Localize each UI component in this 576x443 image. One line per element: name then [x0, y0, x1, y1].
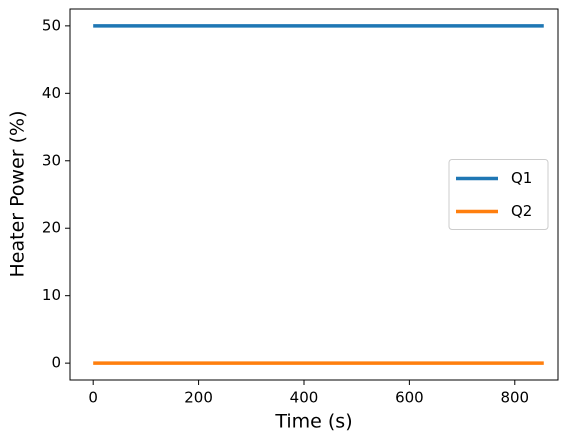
legend-label: Q2	[511, 202, 532, 220]
legend: Q1 Q2	[448, 159, 549, 230]
y-tick-label: 50	[42, 16, 61, 34]
legend-box	[448, 159, 549, 230]
y-tick-label: 10	[42, 286, 61, 304]
y-tick-label: 20	[42, 219, 61, 237]
y-tick-label: 0	[51, 354, 61, 372]
x-tick-label: 400	[290, 389, 319, 407]
y-tick-label: 40	[42, 84, 61, 102]
x-tick-label: 600	[395, 389, 424, 407]
x-tick-label: 800	[500, 389, 529, 407]
y-axis-label: Heater Power (%)	[7, 111, 29, 278]
legend-label: Q1	[511, 169, 532, 187]
x-axis-label: Time (s)	[274, 411, 352, 433]
plot-frame	[69, 8, 559, 381]
y-tick-label: 30	[42, 151, 61, 169]
x-tick-label: 0	[88, 389, 98, 407]
x-tick-label: 200	[184, 389, 213, 407]
